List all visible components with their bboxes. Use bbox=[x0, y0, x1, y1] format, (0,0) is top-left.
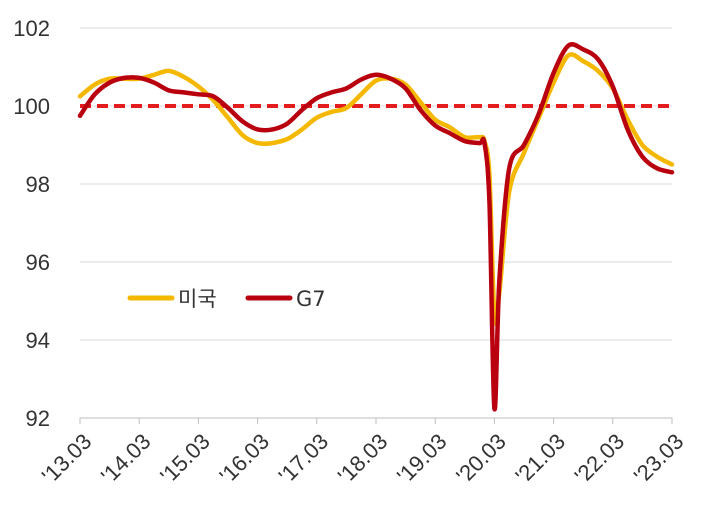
y-tick-label: 98 bbox=[26, 172, 50, 197]
x-tick-label: '20.03 bbox=[451, 429, 511, 489]
series-line-us bbox=[77, 52, 675, 326]
x-tick-label: '21.03 bbox=[510, 429, 570, 489]
legend: 미국 G7 bbox=[127, 287, 326, 311]
legend-label: G7 bbox=[296, 287, 326, 311]
y-tick-label: 100 bbox=[13, 94, 50, 119]
y-tick-label: 94 bbox=[26, 328, 50, 353]
y-tick-labels: 92 94 96 98 100 102 bbox=[13, 16, 50, 431]
x-tick-label: '16.03 bbox=[214, 429, 274, 489]
x-tick-label: '17.03 bbox=[274, 429, 334, 489]
x-tick-label: '15.03 bbox=[155, 429, 215, 489]
x-tick-label: '23.03 bbox=[629, 429, 689, 489]
series-line-g7 bbox=[77, 42, 675, 412]
x-tick-label: '18.03 bbox=[333, 429, 393, 489]
y-tick-label: 102 bbox=[13, 16, 50, 41]
x-tick-label: '22.03 bbox=[570, 429, 630, 489]
x-tick-labels: '13.03'14.03'15.03'16.03'17.03'18.03'19.… bbox=[37, 418, 689, 489]
x-tick-label: '13.03 bbox=[37, 429, 97, 489]
series-lines bbox=[77, 42, 675, 412]
legend-label: 미국 bbox=[178, 287, 217, 311]
y-tick-label: 96 bbox=[26, 250, 50, 275]
y-tick-label: 92 bbox=[26, 406, 50, 431]
x-tick-label: '19.03 bbox=[392, 429, 452, 489]
x-tick-label: '14.03 bbox=[96, 429, 156, 489]
